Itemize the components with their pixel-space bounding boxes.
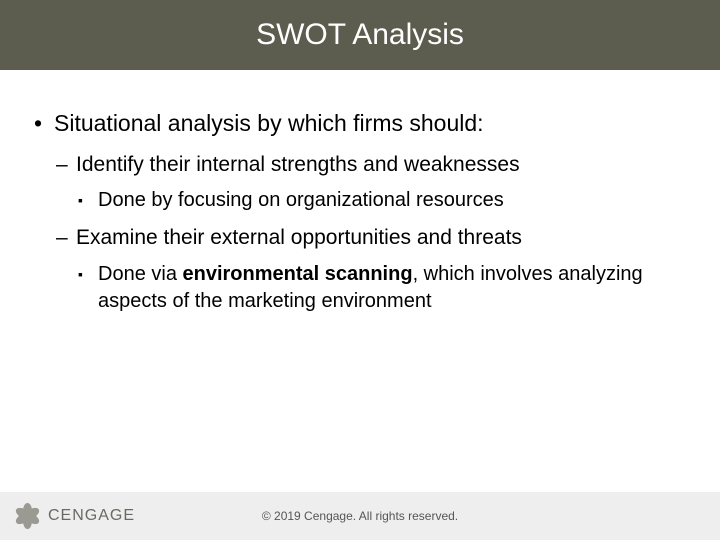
content-area: Situational analysis by which firms shou…	[0, 70, 720, 315]
bullet-list-lvl1: Situational analysis by which firms shou…	[30, 108, 690, 315]
list-item: Identify their internal strengths and we…	[54, 151, 690, 214]
lvl3-text: Done by focusing on organizational resou…	[98, 189, 504, 211]
list-item: Situational analysis by which firms shou…	[30, 108, 690, 315]
lvl2-text: Examine their external opportunities and…	[76, 226, 522, 249]
asterisk-icon	[14, 503, 40, 529]
brand-logo: CENGAGE	[14, 503, 135, 529]
bullet-list-lvl2: Identify their internal strengths and we…	[54, 151, 690, 315]
list-item: Done via environmental scanning, which i…	[76, 261, 690, 315]
title-bar: SWOT Analysis	[0, 0, 720, 70]
slide: SWOT Analysis Situational analysis by wh…	[0, 0, 720, 540]
brand-name: CENGAGE	[48, 507, 135, 525]
slide-title: SWOT Analysis	[256, 18, 464, 52]
lvl3-prefix: Done via	[98, 263, 183, 285]
lvl2-text: Identify their internal strengths and we…	[76, 153, 520, 176]
bullet-list-lvl3: Done by focusing on organizational resou…	[76, 187, 690, 214]
bullet-list-lvl3: Done via environmental scanning, which i…	[76, 261, 690, 315]
footer-bar: CENGAGE © 2019 Cengage. All rights reser…	[0, 492, 720, 540]
copyright-text: © 2019 Cengage. All rights reserved.	[262, 509, 458, 523]
lvl3-bold: environmental scanning	[183, 263, 413, 285]
lvl1-text: Situational analysis by which firms shou…	[54, 110, 484, 136]
list-item: Done by focusing on organizational resou…	[76, 187, 690, 214]
list-item: Examine their external opportunities and…	[54, 224, 690, 314]
